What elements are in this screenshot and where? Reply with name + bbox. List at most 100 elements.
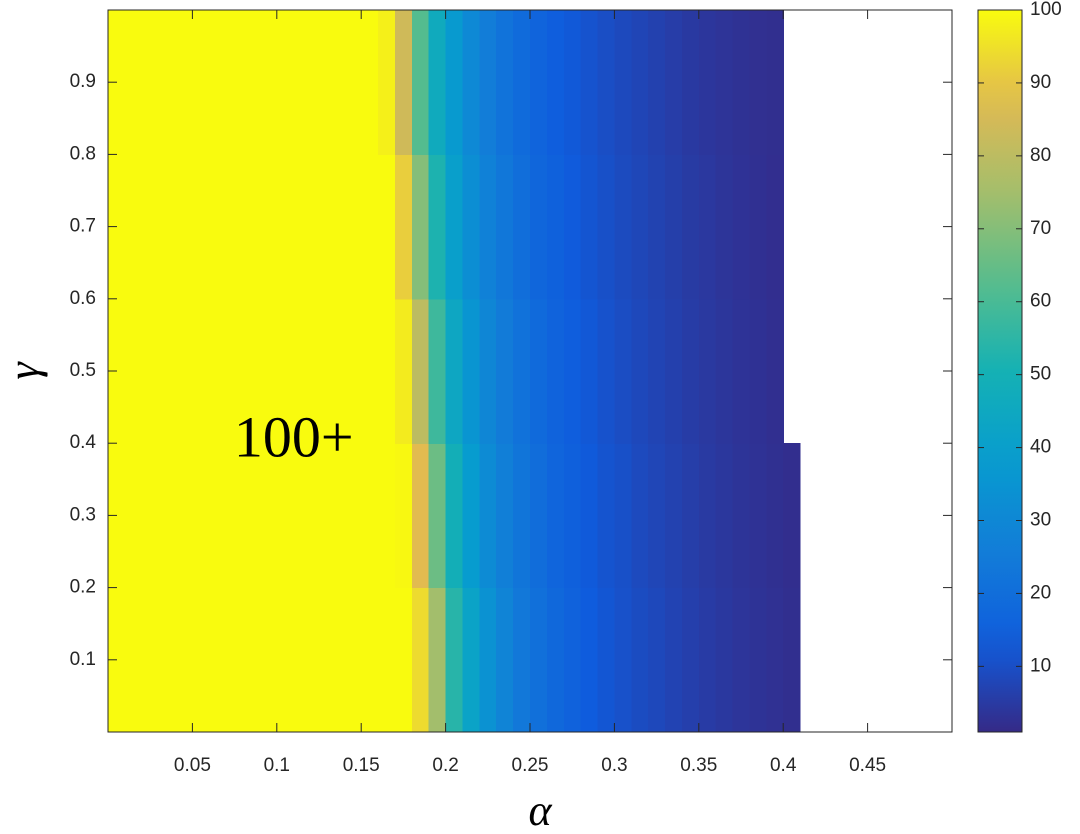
heatmap-cell bbox=[715, 10, 734, 155]
heatmap-cell bbox=[496, 443, 514, 589]
heatmap-cell bbox=[513, 443, 531, 589]
x-tick-label: 0.35 bbox=[680, 755, 717, 776]
x-tick-label: 0.4 bbox=[770, 755, 797, 776]
heatmap-cell bbox=[496, 587, 514, 732]
y-tick-label: 0.1 bbox=[70, 649, 96, 670]
colorbar bbox=[977, 9, 1023, 733]
heatmap-cell bbox=[243, 443, 261, 589]
heatmap-cell bbox=[310, 154, 329, 300]
x-tick-label: 0.3 bbox=[601, 755, 627, 776]
heatmap-cell bbox=[681, 10, 700, 155]
heatmap-cell bbox=[411, 10, 430, 155]
heatmap-cell bbox=[715, 443, 734, 589]
heatmap-cell bbox=[226, 298, 244, 444]
colorbar-tick-label: 10 bbox=[1030, 655, 1051, 676]
heatmap-cell bbox=[479, 587, 497, 732]
y-axis-label: γ bbox=[0, 361, 48, 380]
heatmap-cell bbox=[462, 10, 480, 155]
heatmap-cell bbox=[631, 10, 649, 155]
heatmap-cell bbox=[158, 443, 177, 589]
annotation: 100+ bbox=[234, 405, 354, 470]
heatmap-cell bbox=[226, 443, 244, 589]
heatmap-cell bbox=[631, 298, 649, 444]
heatmap-cell bbox=[192, 587, 210, 732]
heatmap-cell bbox=[563, 443, 582, 589]
heatmap-cell bbox=[614, 587, 632, 732]
heatmap-cell bbox=[445, 587, 464, 732]
heatmap-cell bbox=[411, 443, 430, 589]
heatmap-cell bbox=[715, 298, 734, 444]
heatmap-cell bbox=[732, 587, 751, 732]
colorbar-tick-label: 60 bbox=[1030, 291, 1051, 312]
heatmap-cell bbox=[597, 587, 615, 732]
heatmap-cell bbox=[243, 154, 261, 300]
heatmap-cell bbox=[445, 443, 464, 589]
heatmap-cell bbox=[276, 298, 295, 444]
heatmap-cell bbox=[530, 10, 548, 155]
heatmap-cell bbox=[783, 587, 801, 732]
colorbar-tick-label: 50 bbox=[1030, 364, 1051, 385]
heatmap-cell bbox=[276, 154, 295, 300]
x-tick-label: 0.45 bbox=[849, 755, 886, 776]
heatmap-cell bbox=[665, 298, 683, 444]
heatmap-cell bbox=[394, 443, 413, 589]
heatmap-cell bbox=[732, 10, 751, 155]
heatmap-cell bbox=[530, 443, 548, 589]
heatmap-cell bbox=[394, 10, 413, 155]
heatmap-cell bbox=[411, 587, 430, 732]
y-tick-label: 0.2 bbox=[70, 577, 96, 598]
y-tick-label: 0.9 bbox=[70, 71, 96, 92]
heatmap-cell bbox=[124, 587, 143, 732]
heatmap-cell bbox=[698, 443, 717, 589]
x-tick-label: 0.25 bbox=[512, 755, 549, 776]
heatmap-cell bbox=[546, 154, 565, 300]
colorbar-tick-label: 80 bbox=[1030, 145, 1051, 166]
heatmap-cell bbox=[698, 10, 717, 155]
heatmap-cell bbox=[597, 443, 615, 589]
heatmap-cells bbox=[108, 10, 801, 732]
heatmap-cell bbox=[665, 10, 683, 155]
heatmap-cell bbox=[293, 587, 312, 732]
heatmap-cell bbox=[631, 154, 649, 300]
heatmap-cell bbox=[428, 10, 447, 155]
heatmap-cell bbox=[428, 298, 447, 444]
heatmap-cell bbox=[783, 443, 801, 589]
x-axis-label: α bbox=[528, 786, 552, 834]
heatmap-cell bbox=[749, 154, 767, 300]
heatmap-cell bbox=[141, 298, 160, 444]
heatmap-cell bbox=[411, 154, 430, 300]
heatmap-cell bbox=[665, 443, 683, 589]
heatmap-cell bbox=[580, 443, 599, 589]
heatmap-cell bbox=[175, 587, 193, 732]
heatmap-cell bbox=[580, 298, 599, 444]
heatmap-cell bbox=[175, 154, 193, 300]
heatmap-cell bbox=[648, 154, 666, 300]
heatmap-cell bbox=[749, 443, 767, 589]
heatmap-cell bbox=[563, 587, 582, 732]
heatmap-cell bbox=[124, 10, 143, 155]
heatmap-cell bbox=[141, 587, 160, 732]
heatmap-cell bbox=[665, 587, 683, 732]
heatmap-cell bbox=[496, 154, 514, 300]
heatmap-cell bbox=[310, 443, 329, 589]
heatmap-cell bbox=[496, 10, 514, 155]
heatmap-cell bbox=[158, 10, 177, 155]
heatmap-cell bbox=[563, 10, 582, 155]
heatmap-cell bbox=[445, 10, 464, 155]
colorbar-tick-label: 40 bbox=[1030, 437, 1051, 458]
x-tick-label: 0.05 bbox=[174, 755, 211, 776]
colorbar-tick-label: 100 bbox=[1030, 0, 1062, 20]
heatmap-cell bbox=[293, 443, 312, 589]
heatmap-cell bbox=[209, 298, 227, 444]
heatmap-cell bbox=[327, 587, 345, 732]
heatmap-cell bbox=[631, 443, 649, 589]
heatmap-cell bbox=[665, 154, 683, 300]
heatmap-cell bbox=[327, 298, 345, 444]
heatmap-cell bbox=[681, 154, 700, 300]
heatmap-cell bbox=[310, 587, 329, 732]
heatmap-cell bbox=[276, 443, 295, 589]
heatmap-cell bbox=[394, 587, 413, 732]
colorbar-tick-label: 70 bbox=[1030, 218, 1051, 239]
heatmap-cell bbox=[141, 154, 160, 300]
heatmap-cell bbox=[158, 298, 177, 444]
